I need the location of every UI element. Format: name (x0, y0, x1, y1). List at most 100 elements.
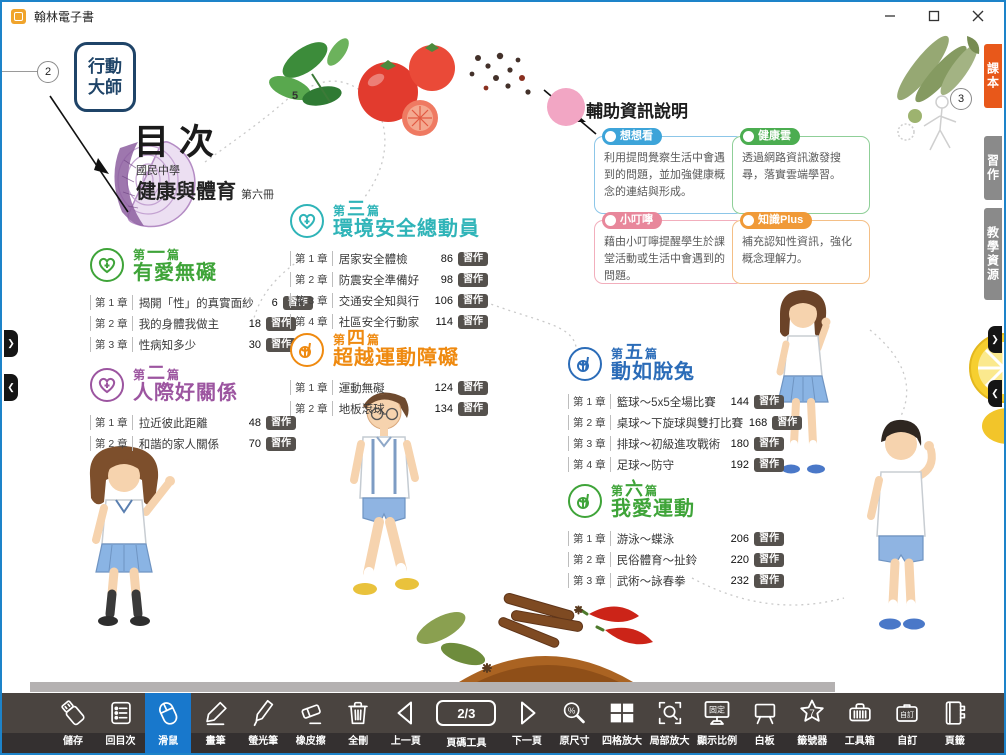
page-number-tool[interactable]: 2/3 頁碼工具 (430, 693, 502, 753)
page-indicator[interactable]: 2/3 (436, 700, 497, 726)
ball-bat-icon (568, 346, 602, 381)
window-title: 翰林電子書 (34, 9, 95, 24)
chapter-row[interactable]: 第 1 章籃球～5x5全場比賽 144 習作 (568, 391, 784, 412)
chapter-row[interactable]: 第 2 章防震安全準備好 98 習作 (290, 269, 488, 290)
tab-workbook[interactable]: 習作 (984, 136, 1002, 200)
workbook-badge[interactable]: 習作 (266, 436, 296, 451)
workbook-badge[interactable]: 習作 (458, 293, 488, 308)
maximize-button[interactable] (912, 2, 956, 30)
chapter-row[interactable]: 第 3 章交通安全知與行 106 習作 (290, 290, 488, 311)
chapter-row[interactable]: 第 4 章足球～防守 192 習作 (568, 454, 784, 475)
app-logo-icon (11, 8, 26, 24)
chapter-row[interactable]: 第 3 章武術～詠春拳 232 習作 (568, 570, 784, 591)
whiteboard-tool[interactable]: 白板 (742, 693, 788, 753)
spices-illustration (416, 592, 653, 682)
info-badge-cloud: 健康雲 (740, 128, 800, 145)
number-picker-tool[interactable]: 7 籤號器 (789, 693, 835, 753)
zoom-percent-icon: % (559, 693, 589, 733)
right-panel-collapse-toggle[interactable]: ❮ (988, 380, 1002, 407)
section-title: 動如脫兔 (611, 361, 695, 383)
page-canvas: 2 3 5 行動 大師 目 (2, 30, 1004, 693)
mouse-tool[interactable]: 滑鼠 (145, 693, 192, 753)
previous-page-tool[interactable]: 上一頁 (383, 693, 429, 753)
workbook-badge[interactable]: 習作 (458, 272, 488, 287)
workbook-badge[interactable]: 習作 (266, 316, 296, 331)
toolbox-tool[interactable]: 工具箱 (837, 693, 883, 753)
workbook-badge[interactable]: 習作 (754, 552, 784, 567)
tomato-basil-illustration (269, 38, 531, 136)
left-panel-collapse-toggle[interactable]: ❮ (4, 374, 18, 401)
workbook-badge[interactable]: 習作 (754, 573, 784, 588)
right-panel-expand-toggle[interactable]: ❯ (988, 326, 1002, 353)
toc-section-3: 第三篇 環境安全總動員 第 1 章居家安全體檢 86 習作 第 2 章防震安全準備好… (290, 200, 488, 332)
subject-title: 健康與體育 第六冊 (136, 181, 274, 203)
section-title: 環境安全總動員 (333, 218, 480, 240)
next-page-tool[interactable]: 下一頁 (504, 693, 550, 753)
quad-zoom-tool[interactable]: 四格放大 (599, 693, 645, 753)
chapter-row[interactable]: 第 2 章桌球～下旋球與雙打比賽 168 習作 (568, 412, 803, 433)
eraser-tool[interactable]: 橡皮擦 (288, 693, 334, 753)
bottom-toolbar: 儲存 回目次 滑鼠 畫筆 螢光筆 橡皮擦 全刪 上一頁 (2, 693, 1004, 753)
horizontal-scrollbar[interactable] (30, 682, 835, 692)
peapod-illustration (897, 35, 980, 123)
action-master-badge: 行動 大師 (74, 42, 136, 112)
minimize-button[interactable] (868, 2, 912, 30)
page-tabs-tool[interactable]: 頁籤 (932, 693, 978, 753)
workbook-badge[interactable]: 習作 (754, 457, 784, 472)
delete-all-tool[interactable]: 全刪 (335, 693, 381, 753)
workbook-badge[interactable]: 習作 (458, 314, 488, 329)
toc-section-1: 第一篇 有愛無礙 第 1 章揭開「性」的真實面紗 6 習作 第 2 章我的身體我做主… (90, 244, 313, 355)
chapter-row[interactable]: 第 2 章民俗體育～扯鈴 220 習作 (568, 549, 784, 570)
annotation-number-3: 3 (950, 88, 972, 110)
chapter-row[interactable]: 第 1 章運動無礙 124 習作 (290, 377, 488, 398)
bell-icon (605, 215, 616, 226)
custom-tool[interactable]: 自訂 自訂 (884, 693, 930, 753)
info-text: 利用提問覺察生活中會遇到的問題，並加強健康概念的連結與形成。 (604, 152, 725, 199)
section-title: 人際好關係 (133, 382, 238, 404)
custom-case-icon: 自訂 (892, 693, 922, 733)
workbook-badge[interactable]: 習作 (772, 415, 803, 430)
heart-cross-icon (290, 203, 324, 238)
workbook-badge[interactable]: 習作 (754, 394, 784, 409)
chapter-row[interactable]: 第 3 章排球～初級進攻戰術 180 習作 (568, 433, 784, 454)
svg-text:固定: 固定 (709, 705, 725, 715)
basil-leaves (269, 38, 349, 106)
chapter-row[interactable]: 第 1 章游泳～蝶泳 206 習作 (568, 528, 784, 549)
next-arrow-icon (511, 693, 543, 733)
tab-teaching-resources[interactable]: 教學資源 (984, 208, 1002, 300)
workbook-badge[interactable]: 習作 (266, 337, 296, 352)
save-tool[interactable]: 儲存 (50, 693, 96, 753)
chapter-row[interactable]: 第 3 章性病知多少 30 習作 (90, 334, 296, 355)
annotation-number-2: 2 (37, 61, 59, 83)
pen-tool[interactable]: 畫筆 (193, 693, 239, 753)
toc-section-6: 第六篇 我愛運動 第 1 章游泳～蝶泳 206 習作 第 2 章民俗體育～扯鈴 220… (568, 480, 784, 591)
chapter-row[interactable]: 第 2 章和諧的家人關係 70 習作 (90, 433, 296, 454)
workbook-badge[interactable]: 習作 (458, 380, 488, 395)
info-text: 藉由小叮嚀提醒學生於課堂活動或生活中會遇到的問題。 (604, 236, 725, 283)
chapter-row[interactable]: 第 1 章拉近彼此距離 48 習作 (90, 412, 296, 433)
workbook-badge[interactable]: 習作 (458, 401, 488, 416)
trash-icon (343, 693, 373, 733)
workbook-badge[interactable]: 習作 (754, 436, 784, 451)
chapter-row[interactable]: 第 1 章揭開「性」的真實面紗 6 習作 (90, 292, 313, 313)
tab-textbook[interactable]: 課本 (984, 44, 1002, 108)
section-title: 我愛運動 (611, 498, 695, 520)
left-panel-expand-toggle[interactable]: ❯ (4, 330, 18, 357)
close-button[interactable] (956, 2, 1000, 30)
section-title: 超越運動障礙 (333, 347, 459, 369)
back-to-toc-tool[interactable]: 回目次 (98, 693, 144, 753)
original-size-tool[interactable]: % 原尺寸 (551, 693, 597, 753)
ball-bat-icon (290, 332, 324, 367)
area-zoom-tool[interactable]: 局部放大 (647, 693, 693, 753)
peppercorns (469, 52, 531, 95)
workbook-badge[interactable]: 習作 (458, 251, 488, 266)
display-ratio-tool[interactable]: 固定 顯示比例 (694, 693, 740, 753)
toc-section-5: 第五篇 動如脫兔 第 1 章籃球～5x5全場比賽 144 習作 第 2 章桌球～下旋… (568, 343, 803, 475)
chapter-row[interactable]: 第 2 章地板滾球 134 習作 (290, 398, 488, 419)
info-text: 補充認知性資訊，強化概念理解力。 (742, 236, 852, 266)
workbook-badge[interactable]: 習作 (754, 531, 784, 546)
highlighter-tool[interactable]: 螢光筆 (240, 693, 286, 753)
chapter-row[interactable]: 第 1 章居家安全體檢 86 習作 (290, 248, 488, 269)
workbook-badge[interactable]: 習作 (266, 415, 296, 430)
chapter-row[interactable]: 第 2 章我的身體我做主 18 習作 (90, 313, 296, 334)
